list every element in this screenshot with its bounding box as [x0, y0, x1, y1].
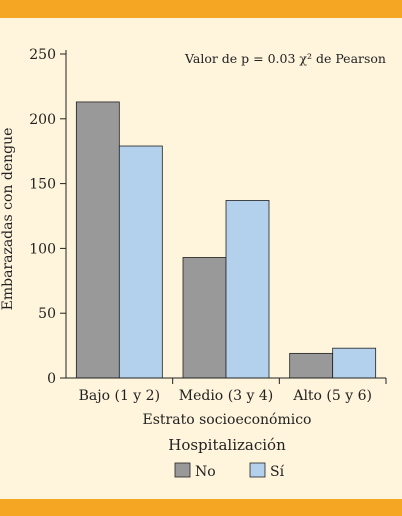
x-tick-label: Medio (3 y 4): [179, 388, 274, 404]
bar-no-0: [75, 101, 120, 379]
y-tick-label: 100: [29, 241, 56, 257]
x-axis-title: Estrato socioeconómico: [143, 412, 312, 428]
y-ticks-group: 0 50 100 150 200 250: [29, 47, 66, 387]
y-tick-label: 250: [29, 47, 56, 63]
top-orange-band: [0, 0, 402, 18]
bars-group: [75, 101, 377, 379]
legend-swatch-si: [249, 462, 266, 478]
bottom-orange-band: [0, 499, 402, 516]
y-tick-label: 150: [29, 177, 56, 193]
bar-no-1: [182, 257, 227, 379]
bar-si-1: [225, 200, 270, 379]
bar-si-0: [118, 145, 163, 379]
y-tick-label: 50: [38, 306, 56, 322]
p-value-annotation: Valor de p = 0.03 χ² de Pearson: [184, 51, 386, 66]
x-tick-labels-group: Bajo (1 y 2) Medio (3 y 4) Alto (5 y 6): [79, 378, 387, 404]
x-tick-label: Bajo (1 y 2): [79, 388, 160, 404]
y-tick-label: 0: [47, 371, 56, 387]
x-tick-label: Alto (5 y 6): [292, 388, 372, 404]
bar-si-2: [332, 347, 377, 379]
legend-label-si: Sí: [270, 464, 285, 480]
legend-title: Hospitalización: [168, 436, 286, 454]
y-axis-title: Embarazadas con dengue: [0, 128, 16, 311]
y-tick-label: 200: [29, 112, 56, 128]
bar-no-2: [289, 352, 334, 379]
legend-swatch-no: [174, 462, 191, 478]
legend-label-no: No: [195, 464, 216, 480]
